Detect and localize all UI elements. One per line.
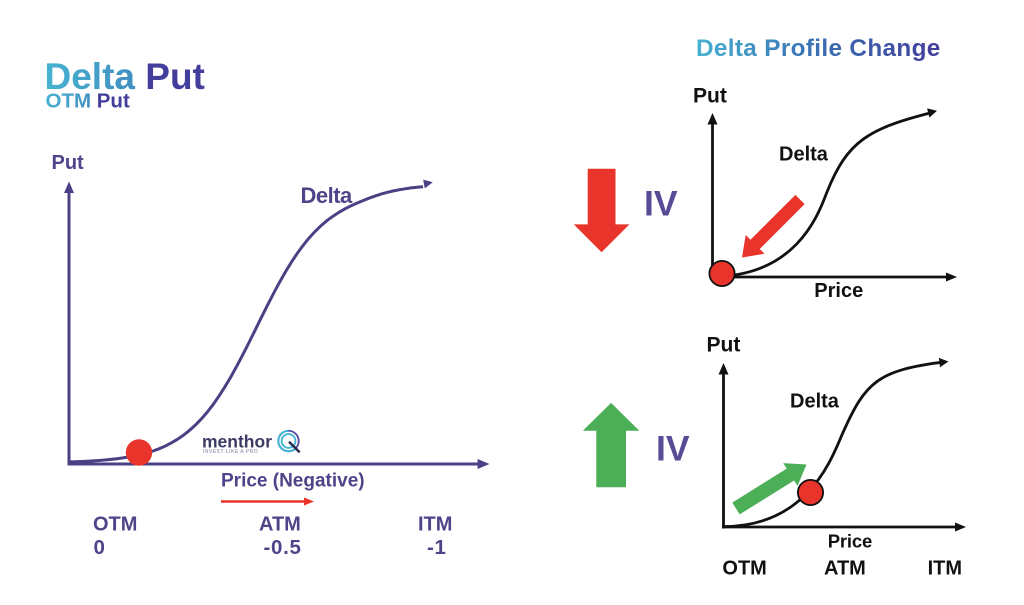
svg-text:Put: Put — [52, 152, 85, 174]
svg-text:menthor: menthor — [202, 432, 272, 452]
svg-text:Price: Price — [814, 280, 863, 302]
svg-text:OTM Put: OTM Put — [46, 89, 130, 112]
svg-text:OTM: OTM — [93, 513, 137, 535]
svg-text:Price (Negative): Price (Negative) — [221, 471, 365, 492]
svg-text:IV: IV — [644, 183, 678, 223]
svg-text:0: 0 — [94, 536, 105, 559]
svg-text:Delta: Delta — [301, 183, 354, 208]
svg-text:ATM: ATM — [259, 513, 301, 535]
svg-text:ITM: ITM — [928, 558, 962, 580]
svg-text:Put: Put — [693, 85, 727, 108]
svg-text:Price: Price — [828, 531, 872, 552]
svg-text:IV: IV — [656, 428, 690, 468]
svg-text:Delta Put: Delta Put — [45, 56, 205, 97]
svg-text:Delta: Delta — [779, 144, 829, 166]
svg-text:-1: -1 — [427, 536, 447, 559]
svg-text:ITM: ITM — [418, 513, 452, 535]
svg-text:Delta Profile Change: Delta Profile Change — [696, 35, 941, 62]
svg-text:Put: Put — [707, 334, 741, 357]
svg-text:ATM: ATM — [824, 558, 866, 580]
svg-text:INVEST LIKE A PRO: INVEST LIKE A PRO — [203, 449, 258, 455]
svg-text:Delta: Delta — [790, 391, 840, 413]
svg-text:OTM: OTM — [722, 558, 766, 580]
svg-text:-0.5: -0.5 — [264, 536, 302, 559]
